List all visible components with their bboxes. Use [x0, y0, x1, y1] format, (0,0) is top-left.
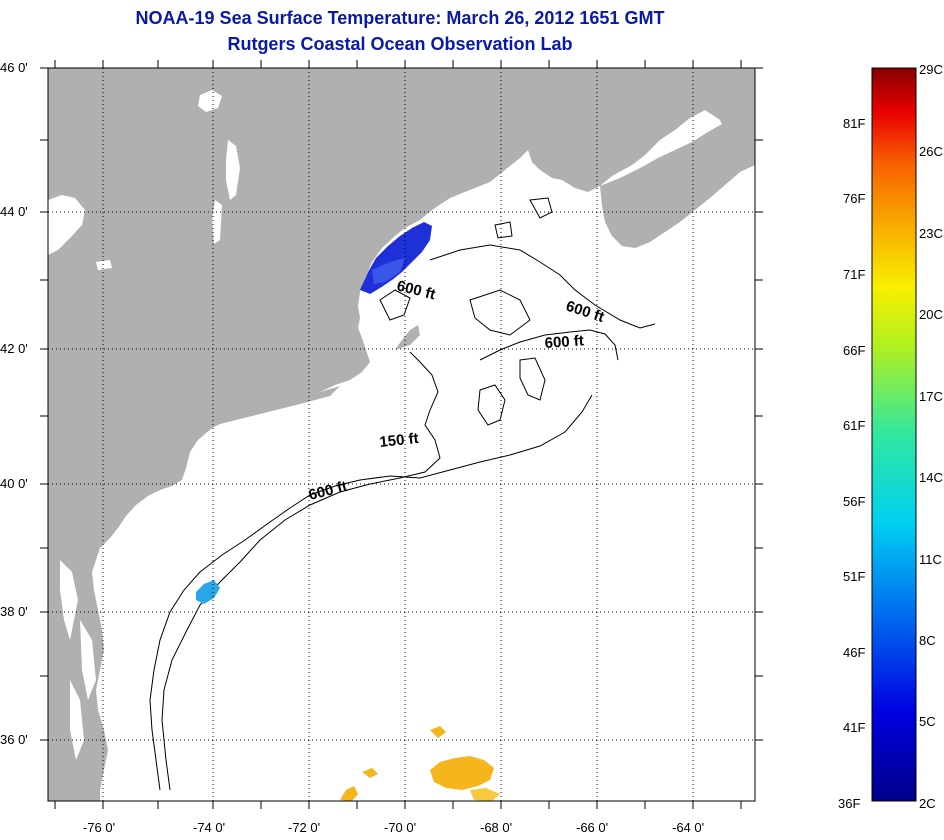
colorbar-celsius-label: 26C [919, 144, 943, 159]
lon-label: -76 0' [83, 820, 116, 835]
isobath-600-gom [429, 244, 656, 329]
colorbar-celsius-label: 29C [919, 62, 943, 77]
lon-label: -70 0' [384, 820, 417, 835]
lat-label: 42 0' [0, 341, 28, 356]
us-mainland [48, 68, 755, 801]
colorbar-celsius-label: 2C [919, 796, 936, 811]
nova-scotia [600, 124, 755, 248]
lat-label: 44 0' [0, 204, 28, 219]
axis-ticks [40, 60, 763, 809]
isobath-label: 600 ft [544, 332, 584, 352]
colorbar-celsius-label: 20C [919, 307, 943, 322]
map-frame [47, 67, 756, 802]
colorbar-fahrenheit-label: 46F [843, 645, 866, 660]
colorbar-celsius-label: 11C [919, 552, 942, 567]
isobath-600-south [149, 394, 593, 791]
colorbar-celsius-label: 23C [919, 226, 943, 241]
lon-label: -72 0' [288, 820, 321, 835]
lake-ontario [48, 195, 85, 255]
long-island [200, 386, 340, 424]
colorbar-fahrenheit-label: 36F [838, 796, 861, 811]
lat-label: 38 0' [0, 604, 28, 619]
colorbar-celsius-label: 17C [919, 389, 943, 404]
colorbar-fahrenheit-label: 51F [843, 569, 866, 584]
map-subtitle: Rutgers Coastal Ocean Observation Lab [227, 34, 573, 54]
isobath-150 [161, 351, 441, 791]
isobath-600-georges [479, 329, 619, 361]
lon-label: -68 0' [480, 820, 513, 835]
colorbar-fahrenheit-label: 71F [843, 267, 866, 282]
colorbar-fahrenheit-label: 61F [843, 418, 866, 433]
colorbar-fahrenheit-label: 66F [843, 343, 866, 358]
map-title: NOAA-19 Sea Surface Temperature: March 2… [135, 8, 665, 28]
lon-label: -64 0' [672, 820, 705, 835]
colorbar-fahrenheit-label: 56F [843, 494, 866, 509]
colorbar-fahrenheit-label: 76F [843, 191, 866, 206]
lat-label: 46 0' [0, 60, 28, 75]
cool-sst-patch [196, 580, 220, 604]
colorbar-celsius-label: 5C [919, 714, 936, 729]
colorbar [871, 67, 917, 802]
colorbar-celsius-label: 14C [919, 470, 943, 485]
lon-label: -66 0' [576, 820, 609, 835]
lat-label: 40 0' [0, 476, 28, 491]
lat-label: 36 0' [0, 732, 28, 747]
isobath-label: 150 ft [379, 430, 420, 451]
colorbar-fahrenheit-label: 81F [843, 116, 866, 131]
cape-cod [395, 325, 420, 350]
warm-sst-patch [430, 756, 494, 790]
lon-label: -74 0' [193, 820, 226, 835]
colorbar-fahrenheit-label: 41F [843, 720, 866, 735]
colorbar-celsius-label: 8C [919, 633, 936, 648]
